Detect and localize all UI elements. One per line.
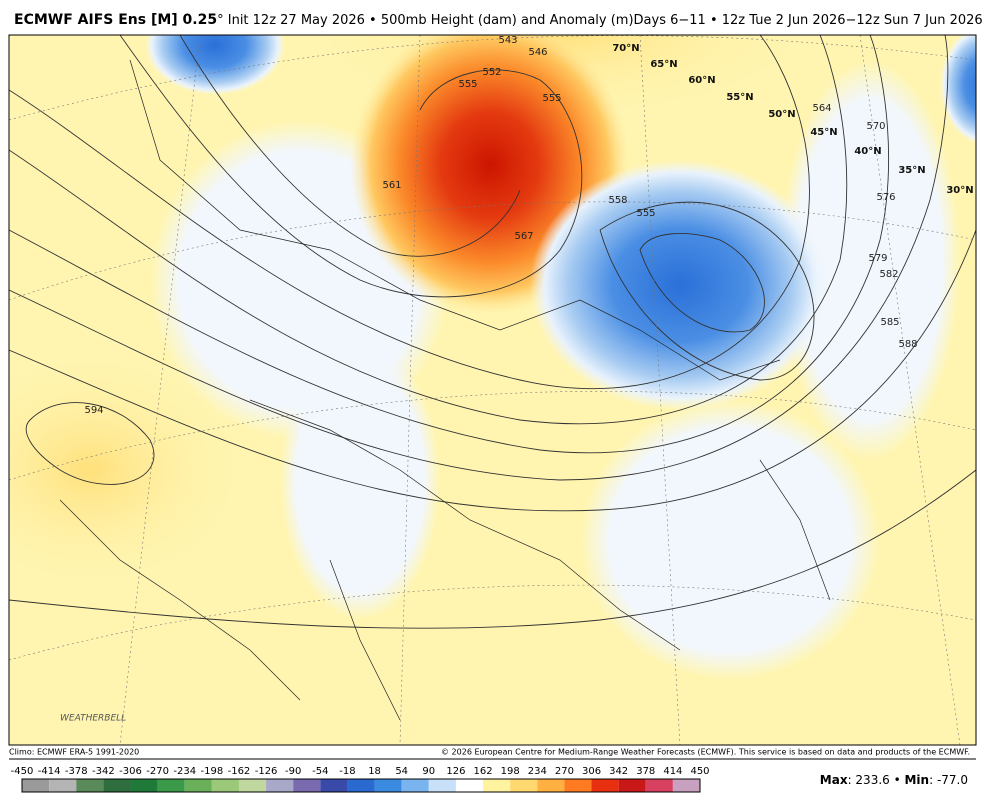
cold-anomaly: [530, 160, 830, 410]
colorbar-swatch: [645, 779, 673, 792]
colorbar-swatch: [238, 779, 267, 792]
cold-anomaly: [145, 35, 285, 95]
contour-label: 558: [608, 195, 627, 206]
colorbar-swatch: [347, 779, 375, 792]
colorbar-tick-label: 342: [609, 766, 628, 777]
colorbar-swatch: [266, 779, 294, 792]
colorbar-tick-label: 234: [528, 766, 547, 777]
colorbar-tick-label: -126: [255, 766, 278, 777]
colorbar-tick-label: -270: [146, 766, 169, 777]
colorbar-tick-label: 378: [636, 766, 655, 777]
colorbar: -450 -414 -378 -342 -306 -270 -234 -198 -162 -126…: [11, 766, 710, 793]
colorbar-tick-label: -90: [285, 766, 301, 777]
colorbar-swatch: [618, 779, 646, 792]
map: 543 546 552 555 555 561 567 558 555 564 570 576 579 5…: [9, 35, 976, 745]
contour-label: 564: [812, 103, 831, 114]
colorbar-swatch: [184, 779, 212, 792]
latitude-label: 55°N: [726, 92, 753, 103]
cold-anomaly: [940, 35, 976, 144]
contour-label: 555: [542, 93, 561, 104]
colorbar-swatch: [49, 779, 77, 792]
latitude-label: 40°N: [854, 146, 881, 157]
contour-label: 576: [876, 192, 895, 203]
anomaly-area: [780, 60, 960, 460]
contour-label: 555: [458, 79, 477, 90]
colorbar-tick-label: -234: [173, 766, 196, 777]
colorbar-swatch: [374, 779, 402, 792]
contour-label: 582: [879, 269, 898, 280]
stats: Max: 233.6 • Min: -77.0: [820, 773, 968, 787]
colorbar-frame: [21, 778, 701, 793]
colorbar-swatch: [320, 779, 348, 792]
anomaly-area: [280, 340, 440, 620]
colorbar-swatch: [76, 779, 104, 792]
latitude-label: 35°N: [898, 165, 925, 176]
colorbar-tick-label: -378: [65, 766, 88, 777]
colorbar-tick-label: -342: [92, 766, 115, 777]
logo: WEATHERBELL: [60, 714, 126, 724]
colorbar-swatch: [455, 779, 484, 792]
colorbar-tick-label: -414: [38, 766, 61, 777]
colorbar-tick-label: -306: [119, 766, 142, 777]
anomaly-area: [9, 350, 250, 590]
colorbar-swatch: [672, 779, 700, 792]
latitude-label: 50°N: [768, 109, 795, 120]
borders: [59, 59, 831, 721]
colorbar-tick-label: 306: [582, 766, 601, 777]
colorbar-tick-label: 90: [422, 766, 435, 777]
colorbar-tick-label: 126: [446, 766, 465, 777]
colorbar-swatch: [103, 779, 131, 792]
footer-copyright: © 2026 European Centre for Medium-Range …: [441, 748, 970, 757]
contour-label: 567: [514, 231, 533, 242]
latitude-label: 65°N: [650, 59, 677, 70]
contour-label: 579: [868, 253, 887, 264]
colorbar-tick-label: -54: [312, 766, 328, 777]
colorbar-tick-label: 270: [555, 766, 574, 777]
contour-label: 543: [498, 35, 517, 46]
colorbar-swatch: [157, 779, 185, 792]
colorbar-swatch: [130, 779, 158, 792]
colorbar-tick-label: 54: [395, 766, 408, 777]
title: ECMWF AIFS Ens [M] 0.25° Init 12z 27 May…: [14, 12, 983, 28]
colorbar-tick-label: 162: [473, 766, 492, 777]
contour-label: 552: [482, 67, 501, 78]
colorbar-swatch: [22, 779, 50, 792]
colorbar-tick-label: -198: [200, 766, 223, 777]
latitude-label: 30°N: [946, 185, 973, 196]
colorbar-swatch: [564, 779, 592, 792]
colorbar-tick-label: 414: [663, 766, 682, 777]
latitude-label: 70°N: [612, 43, 639, 54]
colorbar-swatch: [591, 779, 619, 792]
colorbar-swatch: [483, 779, 511, 792]
latitude-label: 45°N: [810, 127, 837, 138]
colorbar-tick-label: 450: [690, 766, 709, 777]
contour-label: 594: [84, 405, 103, 416]
colorbar-tick-label: 198: [501, 766, 520, 777]
contour-label: 561: [382, 180, 401, 191]
colorbar-tick-label: -18: [339, 766, 355, 777]
contour-label: 555: [636, 208, 655, 219]
colorbar-swatch: [428, 779, 456, 792]
graticule: [9, 35, 976, 745]
colorbar-swatch: [537, 779, 565, 792]
colorbar-swatch: [401, 779, 429, 792]
colorbar-swatch: [510, 779, 538, 792]
colorbar-swatch: [211, 779, 239, 792]
colorbar-tick-label: 18: [368, 766, 381, 777]
footer-climo: Climo: ECMWF ERA-5 1991-2020: [9, 748, 139, 757]
latitude-label: 60°N: [688, 75, 715, 86]
contours: [9, 35, 976, 629]
contour-label: 570: [866, 121, 885, 132]
contour-label: 585: [880, 317, 899, 328]
colorbar-swatch: [293, 779, 321, 792]
contour-label: 588: [898, 339, 917, 350]
colorbar-tick-label: -450: [11, 766, 34, 777]
contour-label: 546: [528, 47, 547, 58]
colorbar-tick-label: -162: [228, 766, 251, 777]
map-frame: [8, 34, 977, 746]
